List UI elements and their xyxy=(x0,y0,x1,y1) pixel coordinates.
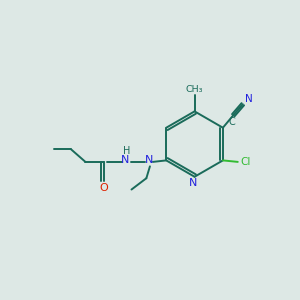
Text: O: O xyxy=(100,183,108,193)
Text: H: H xyxy=(123,146,131,157)
Text: N: N xyxy=(189,178,197,188)
Text: N: N xyxy=(245,94,253,104)
Text: N: N xyxy=(121,154,129,164)
Text: C: C xyxy=(229,117,236,127)
Text: CH₃: CH₃ xyxy=(186,85,203,94)
Text: Cl: Cl xyxy=(241,157,251,167)
Text: N: N xyxy=(145,155,154,165)
